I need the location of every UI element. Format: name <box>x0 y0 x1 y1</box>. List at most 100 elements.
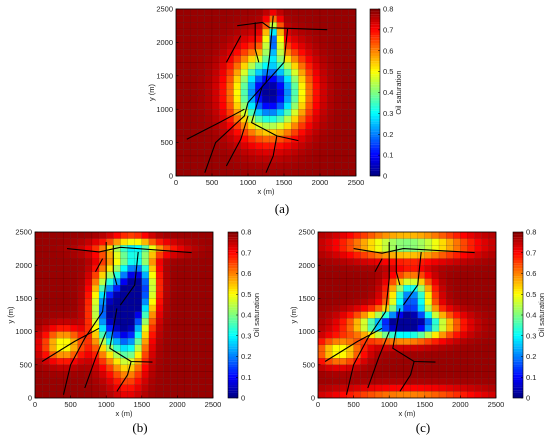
heatmap-cell-b <box>91 238 100 246</box>
heatmap-cell-c <box>396 331 404 339</box>
heatmap-cell-c <box>389 311 397 319</box>
heatmap-cell-a <box>226 95 234 103</box>
heatmap-cell-a <box>319 42 328 50</box>
heatmap-cell-b <box>191 364 199 372</box>
heatmap-cell-b <box>205 258 214 266</box>
heatmap-cell-b <box>120 251 128 259</box>
heatmap-cell-c <box>488 338 497 346</box>
heatmap-cell-a <box>312 102 321 110</box>
heatmap-cell-b <box>134 258 142 266</box>
heatmap-cell-c <box>367 238 376 246</box>
heatmap-cell-c <box>410 304 418 312</box>
colorbar-segment-b <box>228 374 238 378</box>
fracture-line-c <box>399 361 415 392</box>
heatmap-cell-c <box>353 231 361 239</box>
fracture-line-a <box>265 28 289 83</box>
heatmap-cell-b <box>106 358 114 366</box>
heatmap-cell-b <box>41 344 50 352</box>
colorbar-segment-c <box>513 255 523 259</box>
colorbar-segment-c <box>513 315 523 318</box>
heatmap-cell-a <box>240 35 249 43</box>
heatmap-cell-c <box>381 298 390 306</box>
heatmap-cell-a <box>334 142 342 150</box>
colorbar-segment-a <box>370 87 380 90</box>
heatmap-cell-c <box>438 238 447 246</box>
heatmap-cell-c <box>360 351 369 359</box>
heatmap-cell-a <box>211 48 220 56</box>
heatmap-cell-b <box>127 238 135 246</box>
heatmap-cell-a <box>226 129 234 137</box>
heatmap-cell-b <box>191 331 199 339</box>
heatmap-cell-c <box>438 231 447 239</box>
colorbar-segment-a <box>370 42 380 46</box>
heatmap-cell-b <box>155 358 164 366</box>
heatmap-c <box>317 231 497 399</box>
heatmap-cell-a <box>240 149 249 157</box>
fracture-line-a <box>237 21 328 31</box>
heatmap-cell-c <box>403 304 411 312</box>
heatmap-cell-c <box>474 231 482 239</box>
heatmap-cell-a <box>175 115 184 123</box>
heatmap-cell-b <box>163 311 171 319</box>
heatmap-cell-a <box>283 155 292 163</box>
heatmap-cell-c <box>346 258 354 266</box>
heatmap-cell-a <box>298 102 306 110</box>
heatmap-cell-a <box>175 89 184 97</box>
heatmap-cell-c <box>488 324 497 332</box>
heatmap-cell-c <box>453 311 461 319</box>
heatmap-cell-b <box>163 377 171 385</box>
heatmap-cell-b <box>120 231 128 239</box>
heatmap-cell-a <box>211 102 220 110</box>
heatmap-cell-a <box>204 15 213 23</box>
heatmap-cell-b <box>205 377 214 385</box>
colorbar-segment-b <box>228 343 238 347</box>
heatmap-cell-a <box>255 149 263 157</box>
heatmap-b <box>34 231 214 399</box>
heatmap-cell-c <box>396 358 404 366</box>
heatmap-cell-b <box>148 384 157 392</box>
heatmap-cell-c <box>353 238 361 246</box>
heatmap-cell-b <box>141 391 150 399</box>
heatmap-cell-c <box>453 238 461 246</box>
heatmap-cell-c <box>481 271 490 279</box>
heatmap-cell-b <box>155 331 164 339</box>
heatmap-cell-c <box>417 331 425 339</box>
heatmap-cell-c <box>339 271 347 279</box>
heatmap-cell-b <box>163 358 171 366</box>
colorbar-segment-a <box>370 136 380 140</box>
heatmap-cell-b <box>148 258 157 266</box>
heatmap-cell-a <box>247 15 256 23</box>
heatmap-cell-c <box>446 384 454 392</box>
heatmap-cell-c <box>481 291 490 299</box>
heatmap-cell-a <box>312 89 321 97</box>
heatmap-cell-c <box>453 258 461 266</box>
colorbar-segment-b <box>228 322 238 326</box>
heatmap-cell-c <box>353 304 361 312</box>
heatmap-cell-c <box>389 291 397 299</box>
fracture-line-c <box>367 331 390 389</box>
heatmap-cell-a <box>219 22 227 30</box>
heatmap-cell-b <box>63 358 71 366</box>
heatmap-cell-b <box>120 338 128 346</box>
heatmap-cell-c <box>353 265 361 273</box>
heatmap-cell-c <box>410 258 418 266</box>
heatmap-cell-c <box>403 238 411 246</box>
heatmap-cell-c <box>481 284 490 292</box>
heatmap-cell-b <box>198 231 207 239</box>
heatmap-cell-a <box>276 28 285 36</box>
heatmap-cell-a <box>341 155 350 163</box>
heatmap-cell-b <box>155 351 164 359</box>
heatmap-cell-c <box>374 304 383 312</box>
heatmap-cell-c <box>431 238 440 246</box>
heatmap-cell-a <box>319 169 328 177</box>
heatmap-cell-b <box>148 278 157 286</box>
heatmap-cell-b <box>84 251 93 259</box>
heatmap-cell-a <box>211 35 220 43</box>
colorbar-segment-b <box>228 268 238 272</box>
heatmap-cell-b <box>205 338 214 346</box>
heatmap-cell-b <box>56 358 64 366</box>
heatmap-cell-b <box>98 371 107 379</box>
colorbar-tick-label-b: 0.3 <box>241 331 251 340</box>
heatmap-cell-a <box>219 162 227 170</box>
fracture-line-a <box>250 85 299 142</box>
